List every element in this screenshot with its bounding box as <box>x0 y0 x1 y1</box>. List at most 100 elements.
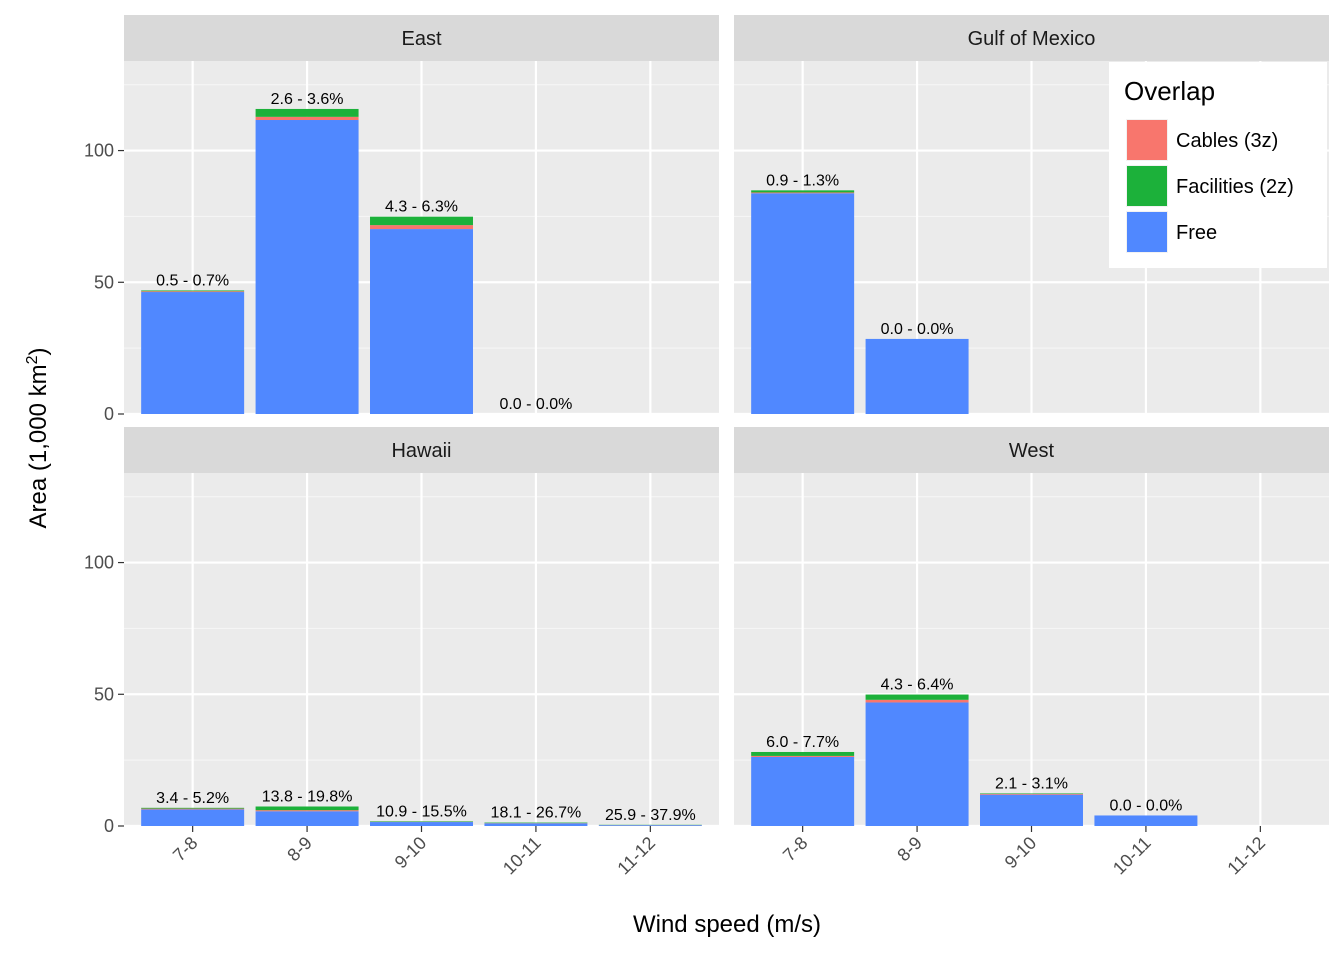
bar-segment-cables <box>751 755 855 757</box>
bar-east-7-8: 0.5 - 0.7% <box>141 272 245 414</box>
bar-segment-free <box>141 809 245 826</box>
x-tick-label: 8-9 <box>893 833 926 866</box>
bar-segment-free <box>255 811 359 826</box>
bar-data-label: 0.0 - 0.0% <box>881 321 954 338</box>
bar-segment-free <box>484 823 588 826</box>
bar-segment-facilities <box>141 290 245 292</box>
bar-west-7-8: 6.0 - 7.7% <box>751 734 855 826</box>
y-axis-title: Area (1,000 km2) <box>24 348 52 529</box>
bar-segment-free <box>865 702 969 826</box>
y-tick-label: 100 <box>84 141 114 161</box>
x-tick-label: 10-11 <box>1109 833 1155 879</box>
bar-data-label: 4.3 - 6.3% <box>385 199 458 216</box>
panels-layer: East 0.5 - 0.7% 2.6 - 3.6% 4.3 - 6.3% 0.0 - … <box>124 15 1329 828</box>
bar-data-label: 0.5 - 0.7% <box>156 272 229 289</box>
bar-data-label: 3.4 - 5.2% <box>156 790 229 807</box>
bar-segment-free <box>751 756 855 826</box>
bar-segment-facilities <box>370 821 473 822</box>
strip-west <box>734 427 1329 473</box>
bar-segment-free <box>141 292 245 414</box>
legend-key-swatch <box>1127 166 1167 206</box>
bar-hawaii-9-10: 10.9 - 15.5% <box>370 803 473 826</box>
bar-segment-cables <box>370 225 473 230</box>
legend-label: Cables (3z) <box>1176 130 1278 152</box>
strip-hawaii <box>124 427 719 473</box>
bar-segment-cables <box>141 808 245 810</box>
x-tick-label: 7-8 <box>169 833 202 866</box>
x-tick-label: 9-10 <box>1001 833 1041 873</box>
bar-segment-cables <box>751 192 855 194</box>
y-tick-label: 0 <box>104 404 114 424</box>
x-tick-label: 9-10 <box>391 833 431 873</box>
strip-label-west: West <box>1009 440 1055 462</box>
bar-gulf-of-mexico-7-8: 0.9 - 1.3% <box>751 172 855 414</box>
strip-gulf-of-mexico <box>734 15 1329 61</box>
x-tick-label: 11-12 <box>1223 833 1269 879</box>
x-tick-label: 8-9 <box>283 833 316 866</box>
panel-east: East 0.5 - 0.7% 2.6 - 3.6% 4.3 - 6.3% 0.0 - … <box>124 15 719 416</box>
bar-segment-free <box>255 120 359 414</box>
y-axis-title-superscript: 2 <box>24 355 41 364</box>
y-axis-title-close: ) <box>25 348 52 356</box>
panel-hawaii: Hawaii 3.4 - 5.2% 13.8 - 19.8% 10.9 - 15.5%… <box>124 427 719 828</box>
legend-key-swatch <box>1127 120 1167 160</box>
y-axis-title-main: Area (1,000 km <box>25 364 52 528</box>
bar-segment-facilities <box>751 190 855 193</box>
bar-data-label: 4.3 - 6.4% <box>881 677 954 694</box>
x-axis-title: Wind speed (m/s) <box>633 911 821 938</box>
bar-east-9-10: 4.3 - 6.3% <box>370 199 473 414</box>
bar-data-label: 25.9 - 37.9% <box>605 807 696 824</box>
bar-segment-free <box>598 825 702 826</box>
bar-data-label: 0.0 - 0.0% <box>1109 797 1182 814</box>
bar-west-10-11: 0.0 - 0.0% <box>1094 797 1198 826</box>
x-tick-label: 10-11 <box>499 833 545 879</box>
legend-title: Overlap <box>1124 76 1215 106</box>
legend-label: Facilities (2z) <box>1176 176 1294 198</box>
legend: Overlap Cables (3z) Facilities (2z) Free <box>1109 62 1327 268</box>
strip-label-east: East <box>401 28 441 50</box>
bar-segment-facilities <box>141 807 245 809</box>
bar-segment-free <box>1094 815 1198 826</box>
bar-segment-free <box>980 794 1083 826</box>
bar-hawaii-11-12: 25.9 - 37.9% <box>598 807 702 826</box>
bar-segment-cables <box>141 291 245 293</box>
y-tick-label: 50 <box>94 272 114 292</box>
bar-segment-cables <box>255 810 359 812</box>
bar-segment-free <box>370 822 473 826</box>
bar-data-label: 2.6 - 3.6% <box>271 91 344 108</box>
legend-item-free: Free <box>1126 211 1217 253</box>
bar-segment-free <box>751 193 855 414</box>
strip-label-hawaii: Hawaii <box>391 440 451 462</box>
y-tick-label: 0 <box>104 816 114 836</box>
bar-hawaii-7-8: 3.4 - 5.2% <box>141 790 245 826</box>
bar-data-label: 2.1 - 3.1% <box>995 775 1068 792</box>
panel-west: West 6.0 - 7.7% 4.3 - 6.4% 2.1 - 3.1% 0.0 - … <box>734 427 1329 828</box>
bar-west-9-10: 2.1 - 3.1% <box>980 775 1083 826</box>
bar-segment-facilities <box>980 793 1083 794</box>
bar-data-label: 10.9 - 15.5% <box>376 803 467 820</box>
bar-segment-free <box>370 229 473 414</box>
bar-data-label: 13.8 - 19.8% <box>262 789 353 806</box>
x-tick-label: 11-12 <box>613 833 659 879</box>
legend-item-facilities: Facilities (2z) <box>1126 165 1294 207</box>
bar-segment-facilities <box>484 822 588 824</box>
bar-east-10-11: 0.0 - 0.0% <box>499 396 572 413</box>
legend-item-cables: Cables (3z) <box>1126 119 1278 161</box>
strip-east <box>124 15 719 61</box>
y-tick-label: 100 <box>84 553 114 573</box>
bar-hawaii-8-9: 13.8 - 19.8% <box>255 789 359 826</box>
bar-data-label: 18.1 - 26.7% <box>491 805 582 822</box>
bar-west-8-9: 4.3 - 6.4% <box>865 677 969 826</box>
bar-segment-free <box>865 338 969 414</box>
bar-segment-cables <box>865 699 969 703</box>
bar-segment-cables <box>980 793 1083 795</box>
bar-segment-facilities <box>370 216 473 226</box>
bar-data-label: 6.0 - 7.7% <box>766 734 839 751</box>
legend-label: Free <box>1176 222 1217 244</box>
bar-segment-facilities <box>865 694 969 700</box>
bar-hawaii-10-11: 18.1 - 26.7% <box>484 805 588 826</box>
legend-key-swatch <box>1127 212 1167 252</box>
bar-gulf-of-mexico-8-9: 0.0 - 0.0% <box>865 321 969 414</box>
